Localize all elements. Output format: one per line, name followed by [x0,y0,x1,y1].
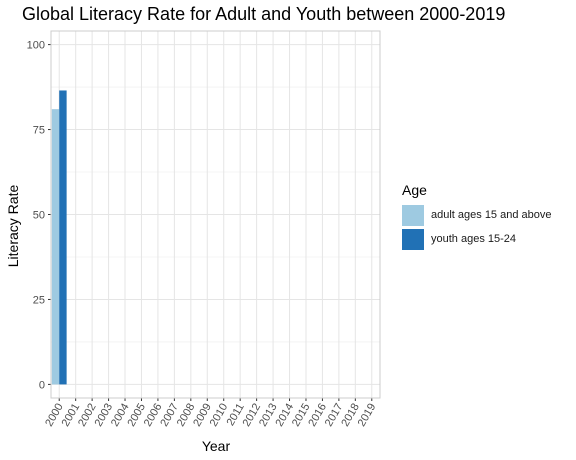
bar-adult-2000 [51,109,60,385]
legend-item-adult: adult ages 15 and above [402,203,552,227]
chart-title: Global Literacy Rate for Adult and Youth… [22,4,506,24]
legend: Age adult ages 15 and above youth ages 1… [402,182,552,251]
axes: 0255075100200020012002200320042005200620… [27,30,381,429]
x-axis-title: Year [202,438,231,454]
grid-lines [51,31,380,398]
x-tick-label: 2019 [356,402,379,429]
legend-label-adult: adult ages 15 and above [431,209,552,221]
y-tick-label: 50 [33,210,45,222]
y-tick-label: 0 [39,379,45,391]
legend-item-youth: youth ages 15-24 [402,227,552,251]
x-tick-label: 2010 [208,402,231,429]
legend-title: Age [402,182,427,198]
bar-youth-2000 [59,90,67,385]
y-tick-label: 100 [27,40,45,52]
legend-swatch-youth [402,228,424,250]
bars [51,90,67,385]
legend-swatch-adult [402,204,424,226]
y-axis-title: Literacy Rate [5,185,21,268]
panel-border [50,30,381,399]
y-tick-label: 75 [33,125,45,137]
legend-label-youth: youth ages 15-24 [431,233,517,245]
y-tick-label: 25 [33,294,45,306]
